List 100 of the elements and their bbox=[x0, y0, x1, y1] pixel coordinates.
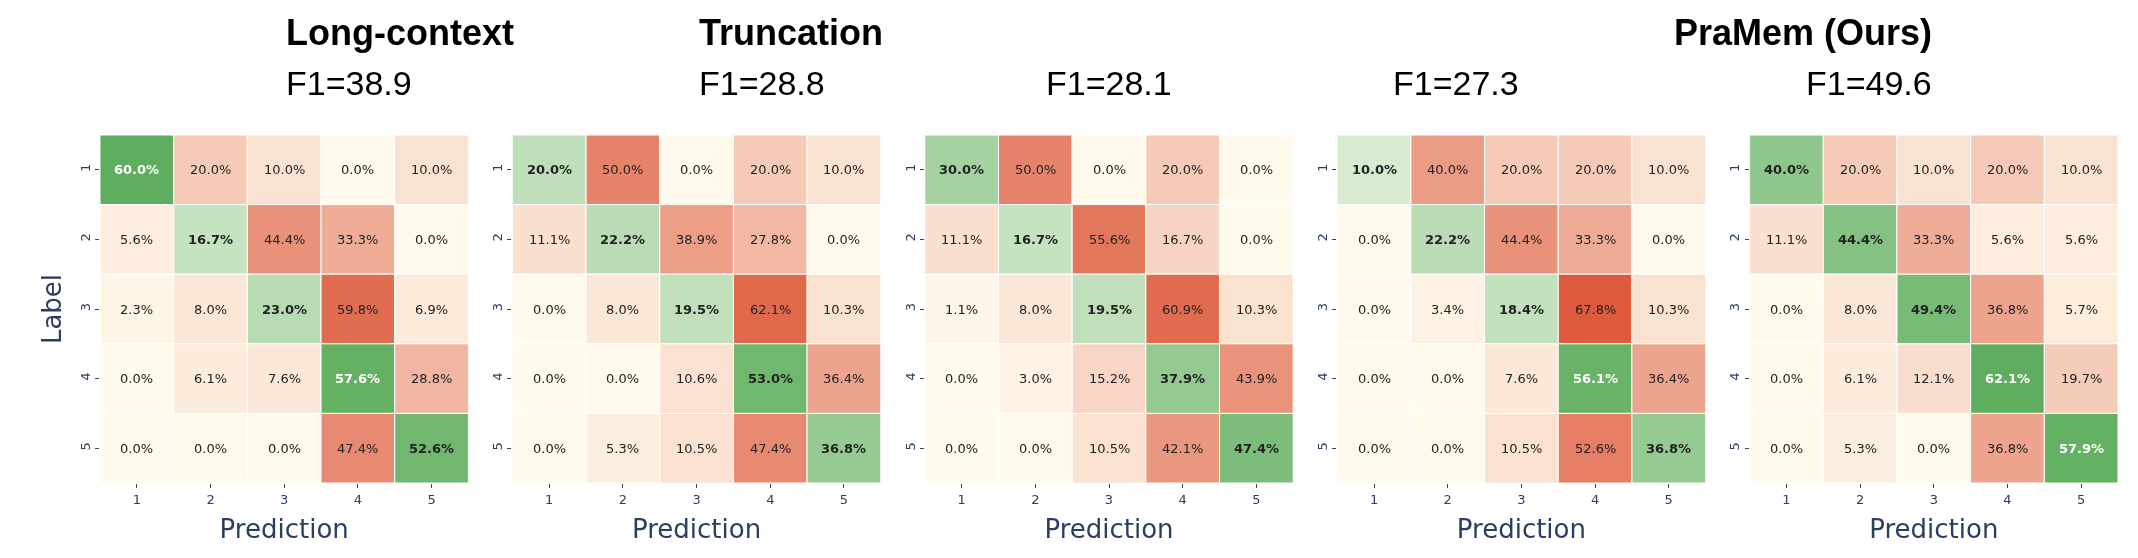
y-tick-label: 4 bbox=[902, 372, 918, 381]
data-label: 20.0% bbox=[1162, 162, 1204, 177]
data-label: 0.0% bbox=[1240, 232, 1274, 247]
x-axis-title: Prediction bbox=[632, 514, 762, 545]
y-tick-label: 2 bbox=[1315, 233, 1330, 242]
y-tick-label: 4 bbox=[1727, 372, 1743, 381]
y-tick-label: 5 bbox=[77, 442, 93, 451]
data-label: 16.7% bbox=[188, 232, 234, 247]
data-label: 0.0% bbox=[1358, 232, 1392, 247]
data-label: 0.0% bbox=[1358, 302, 1392, 317]
y-tick-label: 2 bbox=[77, 233, 93, 242]
chart-subtitle: F1=38.9 bbox=[286, 64, 412, 102]
data-label: 38.9% bbox=[676, 232, 718, 247]
data-label: 36.4% bbox=[1648, 371, 1690, 386]
data-label: 7.6% bbox=[268, 371, 302, 386]
data-label: 62.1% bbox=[750, 302, 792, 317]
data-label: 49.4% bbox=[1911, 302, 1957, 317]
y-tick-label: 1 bbox=[902, 163, 918, 172]
data-label: 0.0% bbox=[1917, 441, 1951, 456]
data-label: 0.0% bbox=[268, 441, 302, 456]
data-label: 3.0% bbox=[1019, 371, 1053, 386]
data-label: 57.6% bbox=[335, 371, 381, 386]
data-label: 5.3% bbox=[1844, 441, 1878, 456]
y-tick-label: 3 bbox=[902, 302, 918, 312]
data-label: 0.0% bbox=[120, 441, 154, 456]
x-axis-title: Prediction bbox=[1044, 514, 1174, 545]
chart-subtitle: F1=28.8 bbox=[699, 64, 825, 102]
data-label: 62.1% bbox=[1985, 371, 2031, 386]
data-label: 57.9% bbox=[2059, 441, 2105, 456]
data-label: 19.5% bbox=[674, 302, 720, 317]
data-label: 0.0% bbox=[194, 441, 228, 456]
data-label: 0.0% bbox=[1358, 441, 1392, 456]
data-label: 10.5% bbox=[676, 441, 718, 456]
data-label: 30.0% bbox=[939, 162, 985, 177]
data-label: 20.0% bbox=[1575, 162, 1617, 177]
x-tick-label: 2 bbox=[618, 491, 628, 507]
y-tick-label: 1 bbox=[77, 163, 93, 172]
data-label: 59.8% bbox=[337, 302, 379, 317]
y-tick-label: 2 bbox=[902, 233, 918, 242]
data-label: 6.9% bbox=[415, 302, 449, 317]
data-label: 0.0% bbox=[533, 302, 567, 317]
data-label: 20.0% bbox=[1840, 162, 1882, 177]
y-tick-label: 4 bbox=[77, 372, 93, 381]
data-label: 16.7% bbox=[1013, 232, 1059, 247]
x-tick-label: 4 bbox=[1178, 491, 1187, 507]
x-tick-label: 2 bbox=[1443, 491, 1452, 507]
x-tick-label: 5 bbox=[427, 491, 436, 507]
data-label: 22.2% bbox=[1425, 232, 1471, 247]
x-tick-label: 3 bbox=[692, 491, 701, 507]
data-label: 7.6% bbox=[1505, 371, 1539, 386]
x-tick-label: 2 bbox=[1031, 491, 1040, 507]
data-label: 50.0% bbox=[1015, 162, 1057, 177]
y-tick-label: 2 bbox=[490, 233, 506, 242]
y-tick-label: 4 bbox=[1315, 372, 1330, 381]
data-label: 52.6% bbox=[1575, 441, 1617, 456]
data-label: 6.1% bbox=[194, 371, 228, 386]
data-label: 8.0% bbox=[1844, 302, 1878, 317]
data-label: 0.0% bbox=[1652, 232, 1686, 247]
x-tick-label: 3 bbox=[1517, 491, 1526, 507]
data-label: 44.4% bbox=[1838, 232, 1884, 247]
chart-subtitle: F1=49.6 bbox=[1806, 64, 1932, 102]
data-label: 67.8% bbox=[1575, 302, 1617, 317]
data-label: 0.0% bbox=[120, 371, 154, 386]
data-label: 56.1% bbox=[1573, 371, 1619, 386]
data-label: 20.0% bbox=[527, 162, 573, 177]
x-tick-label: 2 bbox=[206, 491, 215, 507]
data-label: 36.8% bbox=[1646, 441, 1692, 456]
y-tick-label: 5 bbox=[902, 442, 918, 451]
data-label: 16.7% bbox=[1162, 232, 1204, 247]
data-label: 10.0% bbox=[264, 162, 306, 177]
data-label: 0.0% bbox=[606, 371, 640, 386]
data-label: 5.6% bbox=[2065, 232, 2099, 247]
data-label: 0.0% bbox=[1240, 162, 1274, 177]
data-label: 10.0% bbox=[411, 162, 453, 177]
data-label: 20.0% bbox=[1501, 162, 1543, 177]
data-label: 5.3% bbox=[606, 441, 640, 456]
data-label: 1.1% bbox=[945, 302, 979, 317]
data-label: 60.9% bbox=[1162, 302, 1204, 317]
y-axis-title: Label bbox=[37, 273, 68, 345]
x-tick-label: 1 bbox=[1782, 491, 1791, 507]
x-tick-label: 5 bbox=[2077, 491, 2086, 507]
x-tick-label: 5 bbox=[1664, 491, 1673, 507]
data-label: 0.0% bbox=[827, 232, 861, 247]
data-label: 11.1% bbox=[1766, 232, 1808, 247]
data-label: 36.8% bbox=[821, 441, 867, 456]
data-label: 33.3% bbox=[1913, 232, 1955, 247]
data-label: 0.0% bbox=[1770, 302, 1804, 317]
x-axis-title: Prediction bbox=[1456, 514, 1586, 545]
data-label: 10.3% bbox=[1648, 302, 1690, 317]
chart-title: PraMem (Ours) bbox=[1674, 12, 1933, 53]
data-label: 18.4% bbox=[1499, 302, 1545, 317]
x-tick-label: 1 bbox=[1369, 491, 1379, 507]
data-label: 20.0% bbox=[190, 162, 232, 177]
x-tick-label: 5 bbox=[839, 491, 849, 507]
data-label: 0.0% bbox=[533, 441, 567, 456]
data-label: 5.6% bbox=[120, 232, 154, 247]
data-label: 10.0% bbox=[1913, 162, 1955, 177]
data-label: 0.0% bbox=[945, 441, 979, 456]
data-label: 36.8% bbox=[1987, 441, 2029, 456]
x-tick-label: 4 bbox=[1590, 491, 1600, 507]
